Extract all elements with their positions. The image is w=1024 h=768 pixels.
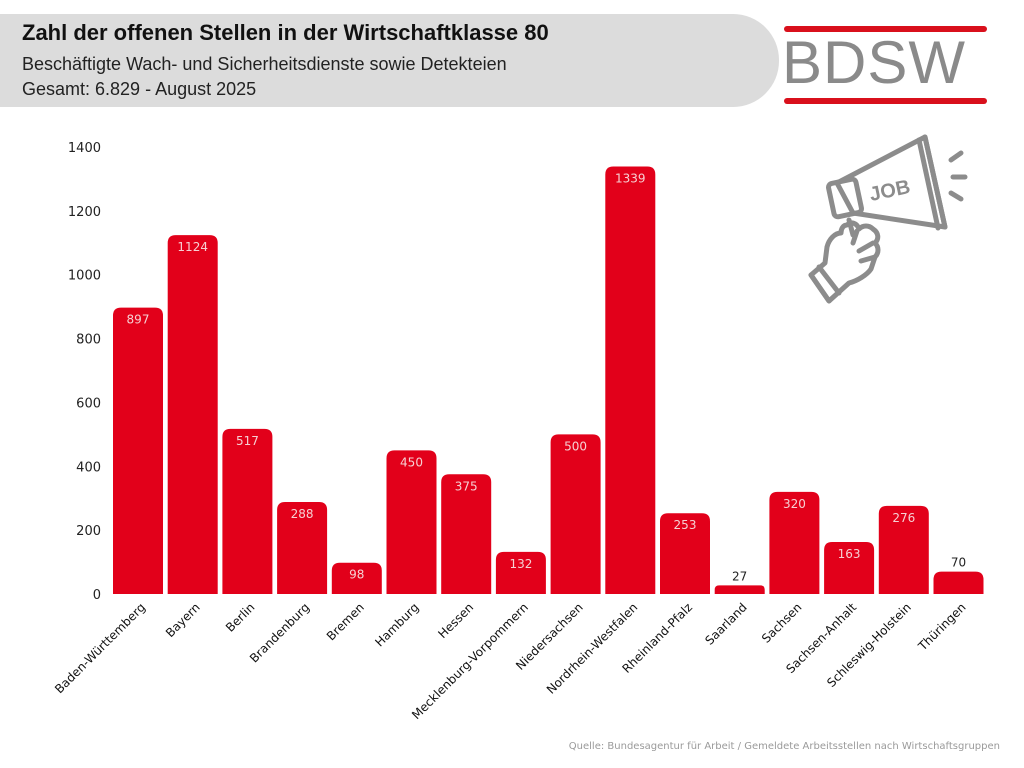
bar [878,505,929,594]
bar-value-label: 375 [455,479,478,493]
bar [495,551,546,594]
bar [550,434,601,594]
y-tick-label: 1000 [68,269,101,284]
bar [824,541,875,594]
bdsw-logo: BDSW [782,26,988,106]
bar-value-label: 517 [236,434,259,448]
bar-value-label: 450 [400,455,423,469]
bar [605,166,656,594]
x-tick-label: Sachsen [759,600,805,646]
bar-value-label: 1339 [615,171,646,185]
megaphone-job-icon: JOB [808,134,968,304]
bar-value-label: 98 [349,568,364,582]
x-tick-label: Thüringen [915,600,969,654]
bar [441,474,492,594]
x-tick-label: Baden-Württemberg [52,600,148,696]
x-tick-label: Bremen [324,600,367,643]
bar [331,562,382,594]
x-tick-label: Hessen [435,600,476,641]
logo-top-rule [784,26,987,32]
bar-value-label: 132 [509,557,532,571]
x-axis: Baden-Württemberg Bayern BerlinBrandenburg… [52,600,969,722]
bar [933,571,984,594]
bar-value-label: 320 [783,497,806,511]
y-axis: 0 200 400 600 800 1000 1200 1400 [68,141,101,603]
bar-value-label: 276 [892,511,915,525]
bar [660,513,710,594]
x-tick-label: Berlin [223,600,258,635]
y-tick-label: 1200 [68,205,101,220]
source-note: Quelle: Bundesagentur für Arbeit / Gemel… [568,741,1000,752]
bar-value-label: 70 [951,556,966,570]
logo-bottom-rule [784,98,987,104]
bar [222,428,273,594]
total-line: Gesamt: 6.829 - August 2025 [22,79,257,99]
y-tick-label: 200 [76,524,101,539]
bar [113,307,163,594]
x-tick-label: Nordrhein-Westfalen [544,600,641,697]
bar [277,502,328,594]
y-tick-label: 800 [76,333,101,348]
logo-text: BDSW [782,29,966,96]
x-tick-label: Saarland [702,600,749,647]
y-tick-label: 1400 [68,141,101,156]
bar [386,450,437,594]
bar-value-label: 897 [127,313,150,327]
x-tick-label: Hamburg [372,600,421,649]
bar-value-label: 163 [838,547,861,561]
header-band [0,14,779,107]
bar [714,585,765,594]
bar-value-label: 500 [564,439,587,453]
y-tick-label: 400 [76,460,101,475]
bar-value-label: 27 [732,569,747,583]
bar-chart: 0 200 400 600 800 1000 1200 1400 897 1124 517 288 9… [52,141,984,722]
bars: 897 1124 517 288 98 450 375 132 500 1339 253 27 320 1… [113,166,984,594]
bar [769,491,820,594]
bar-value-label: 288 [291,507,314,521]
bar-value-label: 253 [674,518,697,532]
y-tick-label: 600 [76,396,101,411]
chart-title: Zahl der offenen Stellen in der Wirtscha… [22,20,549,45]
x-tick-label: Bayern [163,600,203,640]
x-tick-label: Mecklenburg-Vorpommern [409,600,531,722]
y-tick-label: 0 [93,588,101,603]
bar [167,235,218,594]
bar-value-label: 1124 [177,240,208,254]
chart-subtitle: Beschäftigte Wach- und Sicherheitsdienst… [22,54,507,74]
